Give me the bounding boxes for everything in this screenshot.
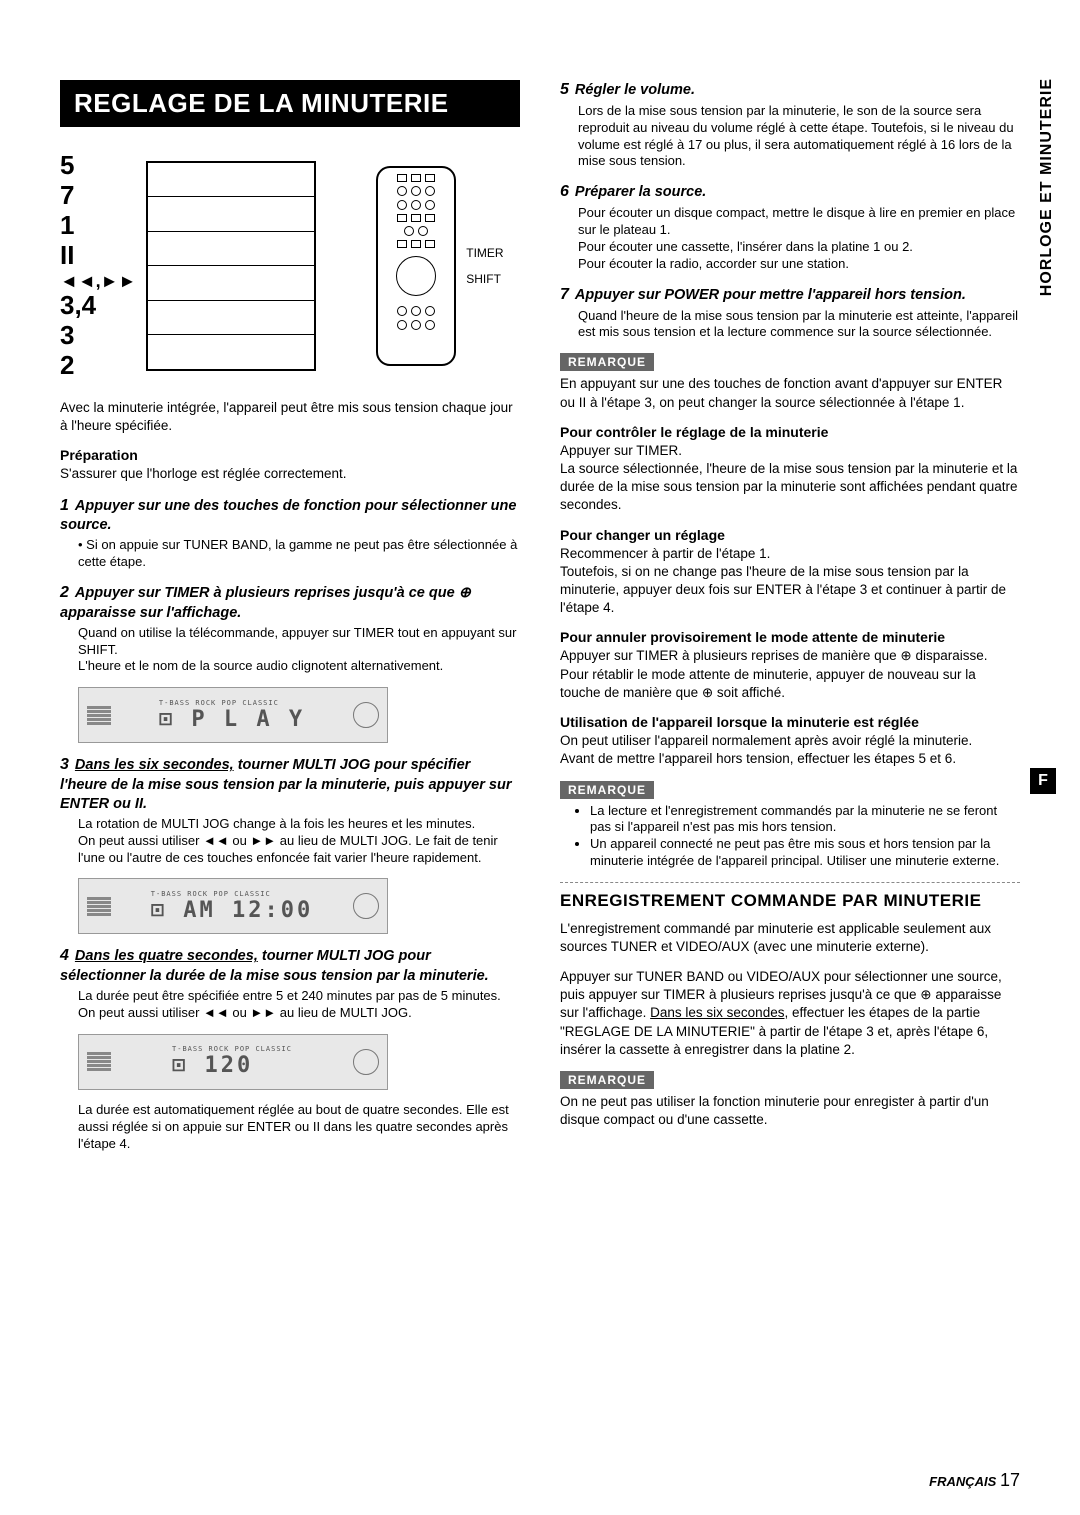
right-column: 5Régler le volume. Lors de la mise sous … <box>560 80 1020 1485</box>
remarque-body-1: En appuyant sur une des touches de fonct… <box>560 375 1020 411</box>
remarque-label-1: REMARQUE <box>560 353 654 371</box>
step1-body: • Si on appuie sur TUNER BAND, la gamme … <box>78 537 520 571</box>
step4-tail: La durée est automatiquement réglée au b… <box>78 1102 520 1153</box>
callout: II <box>60 241 136 271</box>
callout: 1 <box>60 211 136 241</box>
step4-body: La durée peut être spécifiée entre 5 et … <box>78 988 520 1022</box>
step6-body: Pour écouter un disque compact, mettre l… <box>578 205 1020 273</box>
control-heading: Pour contrôler le réglage de la minuteri… <box>560 424 1020 440</box>
preparation-body: S'assurer que l'horloge est réglée corre… <box>60 465 520 483</box>
step3-heading: 3Dans les six secondes, tourner MULTI JO… <box>60 755 520 813</box>
change-heading: Pour changer un réglage <box>560 527 1020 543</box>
control-body: Appuyer sur TIMER. La source sélectionné… <box>560 442 1020 515</box>
callout: 2 <box>60 351 136 381</box>
cancel-heading: Pour annuler provisoirement le mode atte… <box>560 629 1020 645</box>
step2-heading: 2Appuyer sur TIMER à plusieurs reprises … <box>60 583 520 623</box>
callout: 5 <box>60 151 136 181</box>
device-diagram: 5 7 1 II ◄◄,►► 3,4 3 2 <box>60 151 520 381</box>
section2-p1: L'enregistrement commandé par minuterie … <box>560 920 1020 956</box>
stereo-illustration <box>146 161 316 371</box>
step2-body: Quand on utilise la télécommande, appuye… <box>78 625 520 676</box>
list-item: Un appareil connecté ne peut pas être mi… <box>590 836 1020 870</box>
preparation-heading: Préparation <box>60 447 520 463</box>
lcd-display-2: T-BASS ROCK POP CLASSIC⊡ AM 12:00 <box>78 878 388 934</box>
remote-labels: TIMER SHIFT <box>466 240 503 293</box>
callout: ◄◄,►► <box>60 271 136 292</box>
remote-label-shift: SHIFT <box>466 266 503 292</box>
remarque-body-3: On ne peut pas utiliser la fonction minu… <box>560 1093 1020 1129</box>
cancel-body: Appuyer sur TIMER à plusieurs reprises d… <box>560 647 1020 702</box>
step6-heading: 6Préparer la source. <box>560 182 1020 203</box>
step5-heading: 5Régler le volume. <box>560 80 1020 101</box>
language-tab: F <box>1030 768 1056 794</box>
intro-text: Avec la minuterie intégrée, l'appareil p… <box>60 399 520 435</box>
change-body: Recommencer à partir de l'étape 1. Toute… <box>560 545 1020 618</box>
step5-body: Lors de la mise sous tension par la minu… <box>578 103 1020 171</box>
lcd-display-1: T-BASS ROCK POP CLASSIC⊡ P L A Y <box>78 687 388 743</box>
remote-label-timer: TIMER <box>466 240 503 266</box>
list-item: La lecture et l'enregistrement commandés… <box>590 803 1020 837</box>
callout: 3,4 <box>60 291 136 321</box>
lcd-display-3: T-BASS ROCK POP CLASSIC⊡ 120 <box>78 1034 388 1090</box>
section2-title: ENREGISTREMENT COMMANDE PAR MINUTERIE <box>560 891 1020 911</box>
step7-heading: 7Appuyer sur POWER pour mettre l'apparei… <box>560 285 1020 306</box>
remote-illustration <box>376 166 456 366</box>
diagram-callouts: 5 7 1 II ◄◄,►► 3,4 3 2 <box>60 151 136 381</box>
step4-heading: 4Dans les quatre secondes, tourner MULTI… <box>60 946 520 986</box>
side-tab: HORLOGE ET MINUTERIE <box>1038 78 1056 296</box>
remarque-bullets-2: La lecture et l'enregistrement commandés… <box>590 803 1020 871</box>
step3-body: La rotation de MULTI JOG change à la foi… <box>78 816 520 867</box>
callout: 3 <box>60 321 136 351</box>
page-footer: FRANÇAIS 17 <box>929 1470 1020 1491</box>
use-heading: Utilisation de l'appareil lorsque la min… <box>560 714 1020 730</box>
section2-p2: Appuyer sur TUNER BAND ou VIDEO/AUX pour… <box>560 968 1020 1059</box>
callout: 7 <box>60 181 136 211</box>
step1-heading: 1Appuyer sur une des touches de fonction… <box>60 496 520 536</box>
left-column: REGLAGE DE LA MINUTERIE 5 7 1 II ◄◄,►► 3… <box>60 80 520 1485</box>
section-divider <box>560 882 1020 883</box>
use-body: On peut utiliser l'appareil normalement … <box>560 732 1020 768</box>
remarque-label-3: REMARQUE <box>560 1071 654 1089</box>
page-title-banner: REGLAGE DE LA MINUTERIE <box>60 80 520 127</box>
step7-body: Quand l'heure de la mise sous tension pa… <box>578 308 1020 342</box>
remarque-label-2: REMARQUE <box>560 781 654 799</box>
